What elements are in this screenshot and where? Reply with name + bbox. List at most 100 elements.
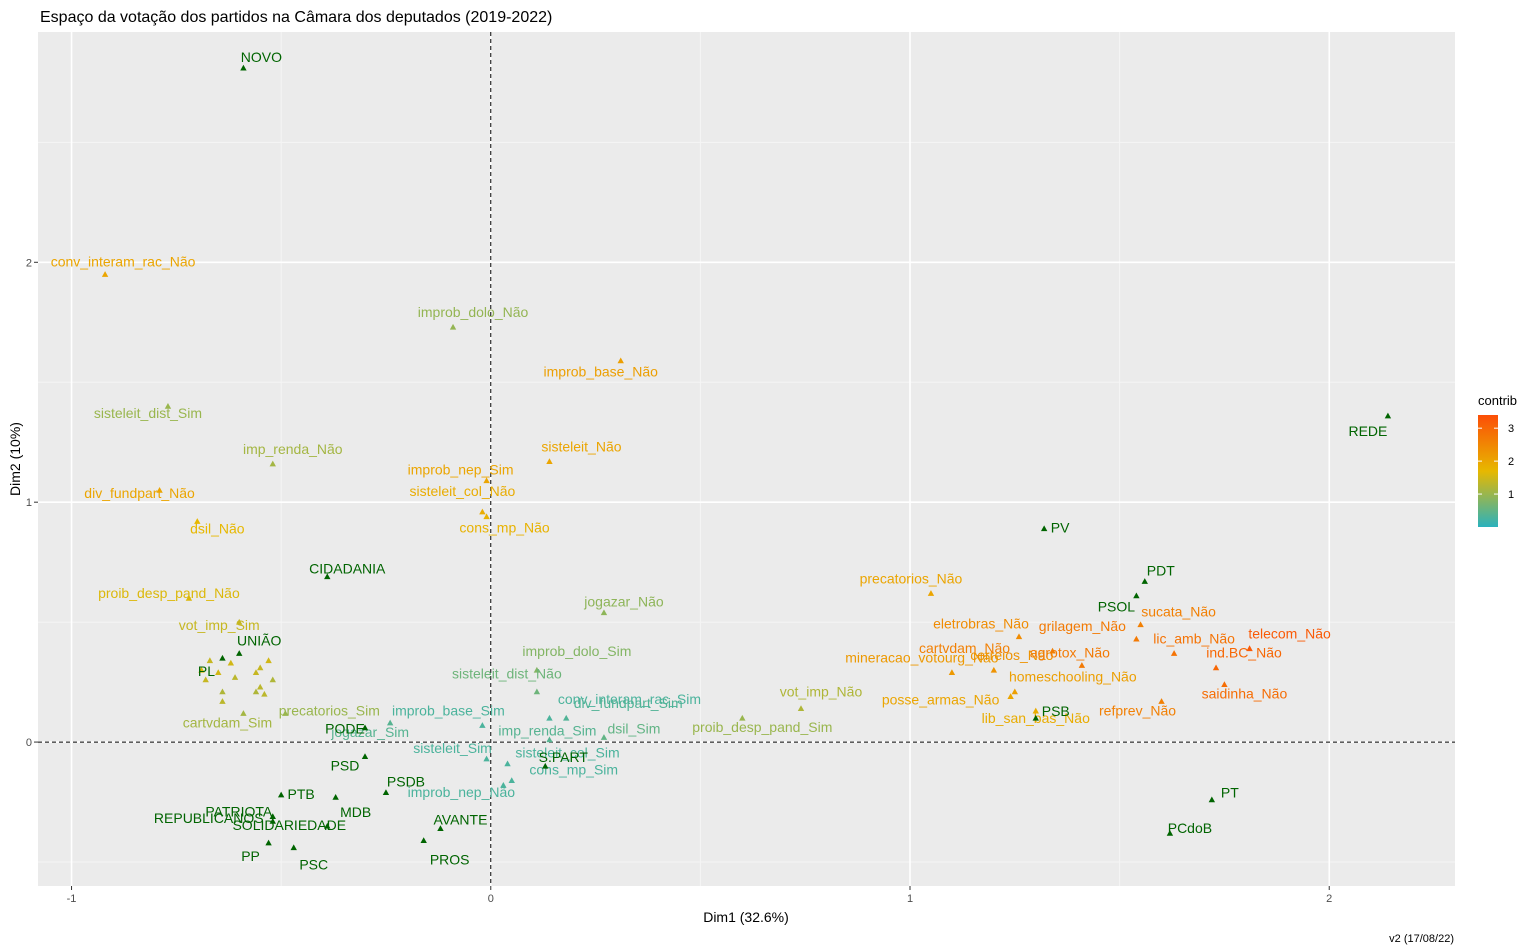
category-label: imp_renda_Não	[243, 441, 343, 457]
category-point	[1170, 650, 1178, 656]
y-tick-label: 1	[26, 497, 32, 509]
party-label: CIDADANIA	[309, 561, 386, 577]
category-point	[546, 714, 553, 721]
party-point	[240, 64, 247, 71]
party-label: PATRIOTA	[205, 803, 273, 819]
category-point	[500, 782, 507, 788]
category-point	[240, 710, 247, 716]
category-point	[252, 688, 260, 695]
category-point	[1032, 707, 1039, 714]
party-label: REPUBLICANOS	[154, 810, 264, 826]
category-point	[483, 755, 490, 762]
party-point	[269, 813, 276, 819]
category-label: dsil_Não	[190, 520, 245, 536]
legend-title: contrib	[1478, 393, 1517, 408]
category-label: dsil_Sim	[608, 720, 661, 736]
party-label: PSD	[331, 757, 360, 773]
party-point	[1208, 796, 1216, 803]
category-point	[1049, 647, 1056, 654]
party-label: PSB	[1042, 703, 1070, 719]
category-point	[1133, 635, 1140, 642]
category-label: agrotox_Não	[1030, 644, 1110, 660]
category-point	[483, 477, 490, 484]
plot-panel	[38, 32, 1455, 886]
legend-tick-label: 1	[1508, 489, 1514, 501]
category-point	[1158, 698, 1165, 704]
y-axis-title: Dim2 (10%)	[7, 422, 23, 496]
category-label: precatorios_Não	[860, 570, 963, 586]
party-point	[420, 837, 427, 843]
category-point	[236, 618, 243, 625]
category-label: improb_nep_Não	[408, 784, 516, 800]
party-label: UNIÃO	[237, 632, 281, 648]
category-label: proib_desp_pand_Sim	[692, 719, 832, 735]
category-label: refprev_Não	[1099, 702, 1176, 718]
category-label: sisteleit_col_Não	[409, 483, 515, 499]
party-point	[1166, 830, 1174, 836]
category-label: vot_imp_Não	[780, 683, 863, 699]
party-label: PSC	[299, 857, 328, 873]
category-point	[546, 458, 553, 464]
category-label: homeschooling_Não	[1009, 669, 1137, 685]
category-point	[483, 513, 490, 520]
party-point	[269, 818, 276, 824]
category-label: conv_interam_rac_Não	[51, 253, 196, 269]
party-point	[542, 762, 549, 769]
category-point	[948, 669, 956, 676]
y-tick-label: 0	[26, 737, 32, 749]
party-label: NOVO	[241, 49, 282, 65]
category-label: conv_interam_rac_Sim	[558, 691, 701, 707]
party-points: NOVOCIDADANIAUNIÃOPLPODEPSDPTBPATRIOTARE…	[154, 49, 1392, 873]
party-point	[324, 573, 331, 580]
category-point	[206, 657, 214, 664]
category-point	[927, 590, 935, 596]
party-label: SOLIDARIEDADE	[232, 817, 346, 833]
category-point	[504, 760, 511, 767]
caption: v2 (17/08/22)	[1389, 933, 1454, 945]
category-label: proib_desp_pand_Não	[98, 585, 240, 601]
category-label: jogazar_Sim	[330, 724, 409, 740]
category-label: cons_mp_Sim	[529, 761, 618, 777]
category-label: sisteleit_Não	[541, 438, 621, 454]
category-label: cons_mp_Não	[459, 520, 549, 536]
party-point	[219, 654, 226, 661]
category-point	[164, 403, 172, 409]
category-label: improb_base_Não	[544, 364, 659, 380]
category-point	[1007, 693, 1014, 700]
legend-tick-label: 3	[1508, 423, 1514, 435]
party-point	[324, 822, 331, 829]
category-point	[1137, 621, 1144, 628]
category-label: improb_base_Sim	[392, 702, 505, 718]
category-point	[185, 594, 193, 601]
grid-minor	[38, 32, 1455, 886]
party-point	[1040, 525, 1048, 532]
category-point	[1011, 688, 1019, 695]
category-point	[600, 609, 608, 616]
y-tick-label: 2	[26, 257, 32, 269]
category-point	[101, 271, 109, 277]
category-point	[1078, 662, 1086, 668]
category-label: precatorios_Sim	[279, 702, 380, 718]
category-point	[256, 683, 264, 690]
party-label: PODE	[325, 721, 365, 737]
category-point	[219, 698, 226, 704]
category-point	[269, 676, 276, 683]
category-label: div_fundpart_Sim	[574, 695, 683, 711]
category-point	[533, 666, 541, 673]
category-point	[1246, 645, 1253, 652]
category-label: improb_nep_Sim	[408, 462, 514, 478]
party-label: PP	[241, 848, 260, 864]
category-label: sisteleit_Sim	[413, 740, 492, 756]
category-point	[198, 666, 205, 673]
category-label: mineracao_votourg_Não	[845, 650, 999, 666]
category-label: lic_amb_Não	[1153, 630, 1235, 646]
x-axis-title: Dim1 (32.6%)	[703, 909, 789, 925]
party-point	[437, 825, 444, 831]
category-label: improb_dolo_Sim	[522, 643, 631, 659]
party-point	[290, 844, 297, 851]
category-point	[261, 690, 268, 697]
party-point	[361, 724, 369, 731]
category-points: conv_interam_rac_Não improb_dolo_Nãoimpro…	[51, 253, 1331, 800]
reference-lines	[38, 32, 1455, 886]
